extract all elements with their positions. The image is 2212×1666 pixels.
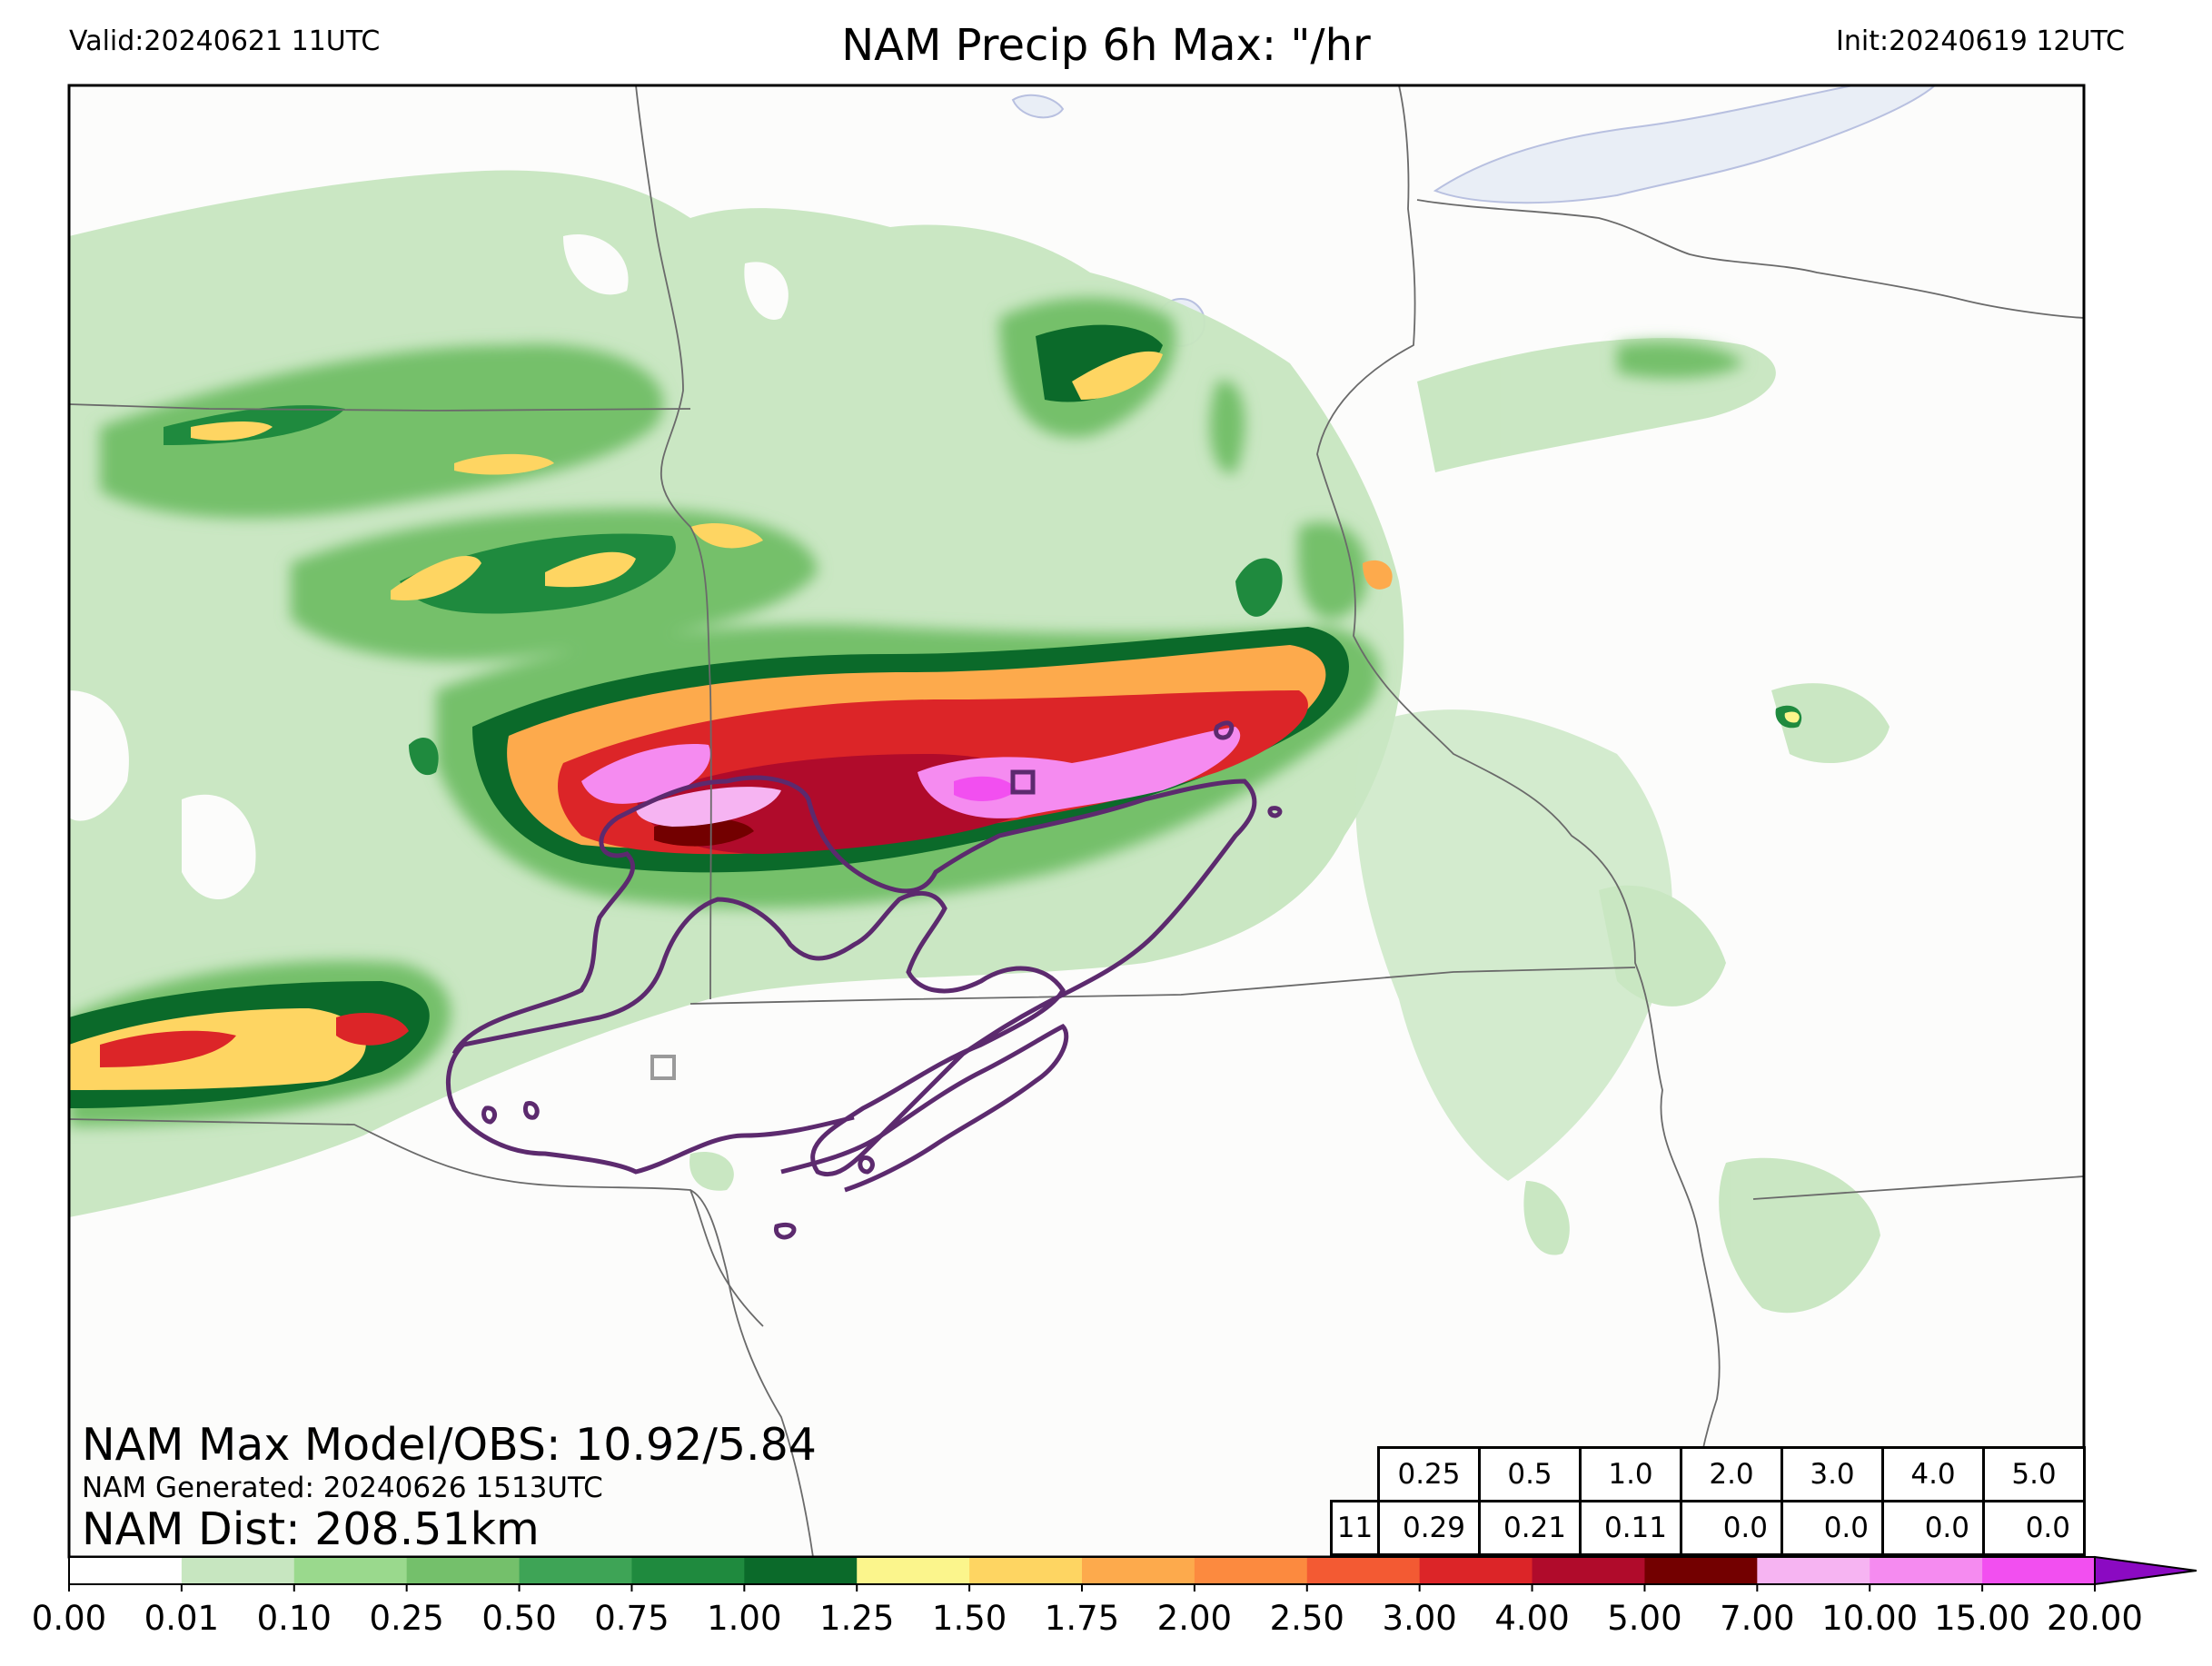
colorbar-tick-label: 0.00 [31,1599,107,1638]
map-title: NAM Precip 6h Max: "/hr [841,20,1371,71]
colorbar-segment [69,1557,183,1584]
colorbar-tick-labels: 0.00 0.01 0.10 0.25 0.50 0.75 1.00 1.25 1.50 1.75… [0,1599,2212,1644]
colorbar-tick-label: 4.00 [1494,1599,1570,1638]
threshold-value-cell: 0.0 [1680,1500,1783,1556]
small-lake [1011,94,1065,119]
obs-station-marker [650,1055,676,1080]
threshold-value-cell: 0.29 [1377,1500,1481,1556]
threshold-value-cell: 0.21 [1478,1500,1582,1556]
colorbar-tick-label: 5.00 [1607,1599,1682,1638]
colorbar-segment [1982,1557,2096,1584]
colorbar-segment [1757,1557,1870,1584]
colorbar-tick-label: 20.00 [2047,1599,2143,1638]
colorbar-segment [1644,1557,1758,1584]
colorbar-segment [1306,1557,1421,1584]
colorbar-segment [1194,1557,1308,1584]
threshold-stats-table: 0.25 0.5 1.0 2.0 3.0 4.0 5.0 11 0.29 0.21 0.11 0.0 0… [1330,1446,2086,1556]
threshold-header-cell: 5.0 [1982,1446,2086,1502]
threshold-header-cell: 0.25 [1377,1446,1481,1502]
colorbar-tick-label: 2.50 [1269,1599,1344,1638]
colorbar [68,1557,2096,1592]
generated-annotation: NAM Generated: 20240626 1513UTC [82,1472,603,1504]
threshold-header-cell: 4.0 [1881,1446,1985,1502]
colorbar-tick-label: 0.50 [481,1599,557,1638]
colorbar-segment [1082,1557,1195,1584]
colorbar-tick-label: 2.00 [1156,1599,1233,1638]
colorbar-segment [1532,1557,1645,1584]
threshold-header-cell: 3.0 [1781,1446,1884,1502]
colorbar-tick-label: 0.10 [256,1599,332,1638]
threshold-value-cell: 0.11 [1579,1500,1682,1556]
gap-west-2 [182,794,256,899]
threshold-value-cell: 0.0 [1982,1500,2086,1556]
colorbar-segment [857,1557,970,1584]
obs-contour [445,720,1283,1240]
threshold-header-cell: 0.5 [1478,1446,1582,1502]
colorbar-tick-label: 7.00 [1720,1599,1795,1638]
colorbar-tick-label: 1.75 [1044,1599,1120,1638]
row-label-cell: 11 [1330,1500,1380,1556]
init-time: Init:20240619 12UTC [1836,25,2125,57]
colorbar-segment [181,1557,295,1584]
colorbar-tick-label: 0.25 [369,1599,444,1638]
colorbar-tick-label: 0.75 [594,1599,670,1638]
colorbar-segment [1870,1557,1983,1584]
threshold-value-cell: 0.0 [1781,1500,1884,1556]
gap-north [744,262,789,320]
colorbar-tick-label: 15.00 [1934,1599,2031,1638]
state-borders [69,85,2084,1557]
colorbar-segment [293,1557,408,1584]
colorbar-tick-label: 1.25 [819,1599,895,1638]
colorbar-tick-label: 1.00 [707,1599,782,1638]
colorbar-segment [519,1557,632,1584]
colorbar-tick-label: 3.00 [1382,1599,1457,1638]
gap-west [69,690,129,821]
threshold-header-cell: 2.0 [1680,1446,1783,1502]
colorbar-extend-arrow [2094,1555,2197,1586]
max-model-obs-annotation: NAM Max Model/OBS: 10.92/5.84 [82,1419,817,1471]
colorbar-segment [744,1557,858,1584]
colorbar-segment [969,1557,1083,1584]
colorbar-segment [631,1557,745,1584]
colorbar-segment [1419,1557,1533,1584]
distance-annotation: NAM Dist: 208.51km [82,1503,540,1555]
colorbar-tick-label: 0.01 [144,1599,220,1638]
threshold-header-cell: 1.0 [1579,1446,1682,1502]
lake-superior [1433,85,1937,204]
colorbar-tick-label: 1.50 [931,1599,1007,1638]
colorbar-segment [406,1557,521,1584]
threshold-value-cell: 0.0 [1881,1500,1985,1556]
colorbar-tick-label: 10.00 [1821,1599,1919,1638]
valid-time: Valid:20240621 11UTC [69,25,381,57]
gap-north-2 [563,234,629,295]
